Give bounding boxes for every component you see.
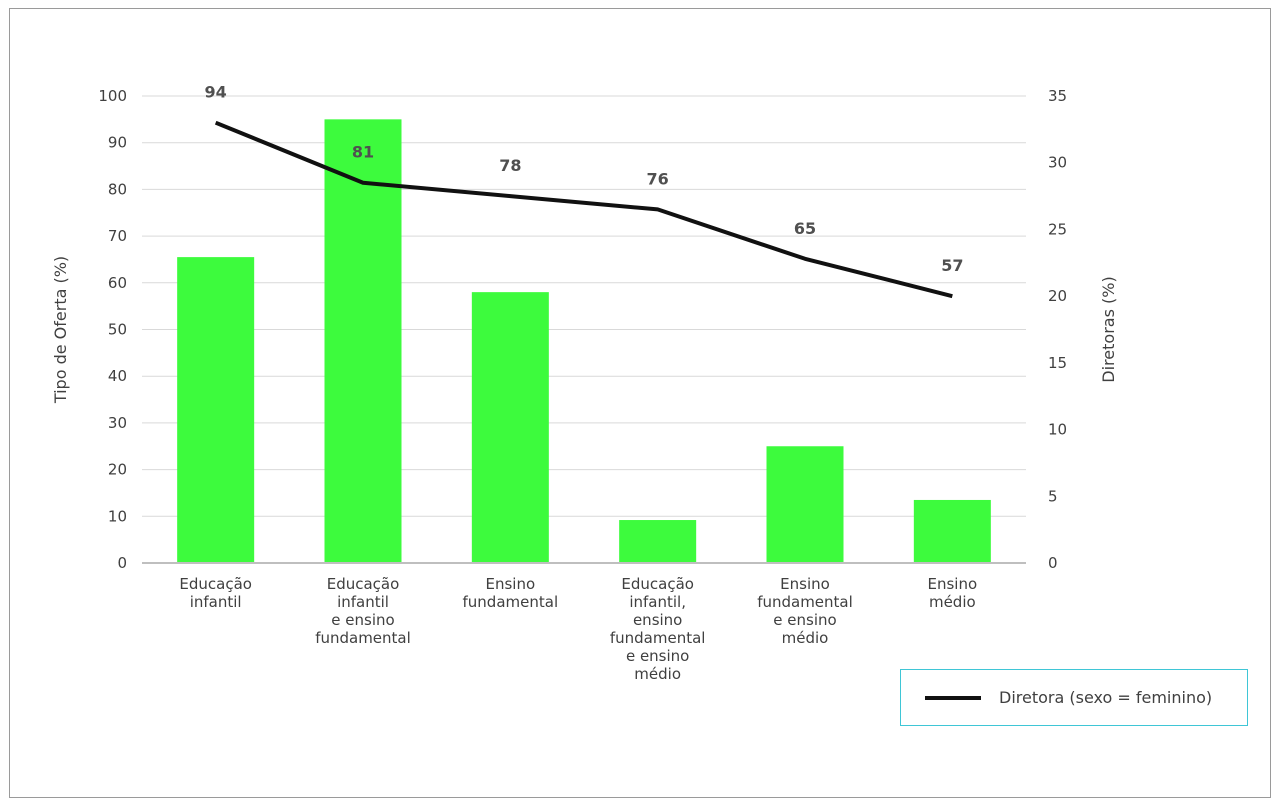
y-right-axis-title: Diretoras (%) bbox=[1099, 276, 1118, 382]
bar bbox=[177, 257, 255, 563]
bar bbox=[913, 499, 991, 563]
y-right-tick-label: 15 bbox=[1048, 354, 1067, 372]
line-series bbox=[214, 120, 953, 299]
y-left-tick-label: 60 bbox=[108, 274, 127, 292]
y-left-tick-label: 0 bbox=[117, 554, 127, 572]
y-left-tick-label: 20 bbox=[108, 461, 127, 479]
y-left-tick-label: 10 bbox=[108, 507, 127, 525]
x-category-label: Ensino fundamental e ensino médio bbox=[757, 575, 853, 647]
line-data-label: 57 bbox=[941, 256, 963, 275]
y-left-tick-label: 70 bbox=[108, 227, 127, 245]
y-right-tick-label: 0 bbox=[1048, 554, 1058, 572]
bar bbox=[471, 292, 549, 563]
y-left-tick-label: 30 bbox=[108, 414, 127, 432]
legend: Diretora (sexo = feminino) bbox=[900, 669, 1248, 726]
y-left-tick-label: 100 bbox=[98, 87, 127, 105]
legend-line-swatch bbox=[925, 695, 981, 700]
y-left-tick-label: 50 bbox=[108, 321, 127, 339]
line-data-label: 65 bbox=[794, 219, 816, 238]
bar bbox=[766, 446, 844, 563]
y-right-tick-label: 5 bbox=[1048, 487, 1058, 505]
line-data-label: 76 bbox=[647, 169, 669, 188]
line-data-label: 78 bbox=[499, 156, 521, 175]
y-right-tick-label: 10 bbox=[1048, 421, 1067, 439]
y-right-tick-label: 30 bbox=[1048, 154, 1067, 172]
bar bbox=[324, 119, 402, 563]
x-category-label: Educação infantil e ensino fundamental bbox=[315, 575, 411, 647]
legend-label: Diretora (sexo = feminino) bbox=[999, 688, 1213, 707]
line-data-label: 81 bbox=[352, 143, 374, 162]
line-data-label: 94 bbox=[205, 83, 227, 102]
y-left-tick-label: 90 bbox=[108, 134, 127, 152]
x-category-label: Educação infantil, ensino fundamental e ensi… bbox=[610, 575, 706, 683]
bar bbox=[619, 520, 697, 563]
y-right-tick-label: 25 bbox=[1048, 220, 1067, 238]
y-left-tick-label: 40 bbox=[108, 367, 127, 385]
y-left-axis-title: Tipo de Oferta (%) bbox=[51, 256, 70, 404]
y-left-tick-label: 80 bbox=[108, 180, 127, 198]
x-category-label: Educação infantil bbox=[179, 575, 252, 611]
x-category-label: Ensino médio bbox=[928, 575, 978, 611]
x-category-label: Ensino fundamental bbox=[463, 575, 559, 611]
y-right-tick-label: 20 bbox=[1048, 287, 1067, 305]
y-right-tick-label: 35 bbox=[1048, 87, 1067, 105]
